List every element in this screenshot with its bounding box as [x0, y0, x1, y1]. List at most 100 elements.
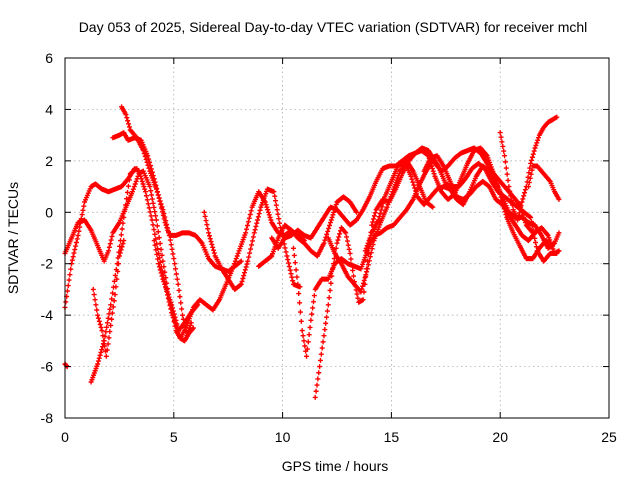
data-point — [108, 302, 114, 308]
data-point — [526, 179, 532, 185]
data-point — [277, 220, 283, 226]
data-point — [67, 272, 73, 278]
data-point — [381, 197, 387, 203]
data-point — [156, 264, 162, 270]
data-point — [326, 295, 332, 301]
data-point — [152, 242, 158, 248]
data-point — [285, 257, 291, 263]
data-point — [162, 214, 168, 220]
data-point — [254, 220, 260, 226]
data-point — [124, 189, 130, 195]
data-point — [521, 193, 527, 199]
data-point — [409, 176, 415, 182]
plot-frame — [64, 57, 610, 419]
data-point — [358, 289, 364, 295]
data-point — [294, 274, 300, 280]
data-point — [289, 274, 295, 280]
y-tick-label: 6 — [45, 50, 53, 66]
series-track-7 — [151, 238, 196, 344]
data-point — [251, 230, 257, 236]
data-point — [202, 213, 208, 219]
data-point — [96, 318, 102, 324]
data-point — [343, 230, 349, 236]
data-point — [274, 207, 280, 213]
data-point — [125, 183, 131, 189]
data-point — [317, 364, 323, 370]
data-point — [167, 237, 173, 243]
data-point — [175, 281, 181, 287]
data-point — [235, 250, 241, 256]
data-point — [556, 196, 562, 202]
data-point — [172, 314, 178, 320]
data-point — [115, 268, 121, 274]
data-point — [532, 145, 538, 151]
data-point — [104, 324, 110, 330]
y-tick-label: 0 — [45, 204, 53, 220]
data-point — [98, 349, 104, 355]
data-point — [147, 184, 153, 190]
data-point — [165, 292, 171, 298]
data-point — [166, 294, 172, 300]
data-point — [322, 237, 328, 243]
data-point — [99, 347, 105, 353]
data-point — [529, 157, 535, 163]
data-point — [158, 201, 164, 207]
data-point — [291, 252, 297, 258]
data-point — [144, 159, 150, 165]
data-point — [171, 311, 177, 317]
data-point — [556, 248, 562, 254]
data-point — [148, 213, 154, 219]
data-point — [143, 193, 149, 199]
data-point — [244, 223, 250, 229]
data-point — [287, 267, 293, 273]
data-point — [206, 233, 212, 239]
data-point — [408, 173, 414, 179]
data-point — [122, 208, 128, 214]
data-point — [244, 226, 250, 232]
data-point — [299, 328, 305, 334]
data-point — [81, 203, 87, 209]
data-point — [330, 266, 336, 272]
data-point — [309, 311, 315, 317]
data-point — [363, 245, 369, 251]
data-point — [187, 322, 193, 328]
data-point — [263, 202, 269, 208]
data-point — [527, 214, 533, 220]
data-point — [284, 253, 290, 259]
data-point — [90, 286, 96, 292]
data-point — [333, 202, 339, 208]
data-point — [286, 264, 292, 270]
data-point — [535, 137, 541, 143]
data-point — [386, 199, 392, 205]
data-point — [75, 232, 81, 238]
data-point — [205, 226, 211, 232]
data-point — [176, 287, 182, 293]
data-point — [502, 159, 508, 165]
data-point — [500, 143, 506, 149]
data-point — [319, 345, 325, 351]
data-point — [243, 264, 249, 270]
data-point — [508, 193, 514, 199]
data-point — [145, 162, 151, 168]
data-point — [334, 240, 340, 246]
data-point — [384, 204, 390, 210]
data-point — [140, 181, 146, 187]
data-point — [364, 266, 370, 272]
data-point — [255, 217, 261, 223]
data-point — [155, 229, 161, 235]
data-point — [355, 295, 361, 301]
data-point — [145, 201, 151, 207]
data-point — [68, 266, 74, 272]
data-point — [265, 207, 271, 213]
data-point — [140, 148, 146, 154]
data-point — [414, 191, 420, 197]
data-point — [509, 202, 515, 208]
data-point — [76, 228, 82, 234]
data-point — [315, 376, 321, 382]
data-point — [323, 234, 329, 240]
data-point — [146, 205, 152, 211]
data-point — [161, 210, 167, 216]
series-track-10 — [290, 158, 560, 359]
data-point — [117, 250, 123, 256]
data-point — [282, 245, 288, 251]
